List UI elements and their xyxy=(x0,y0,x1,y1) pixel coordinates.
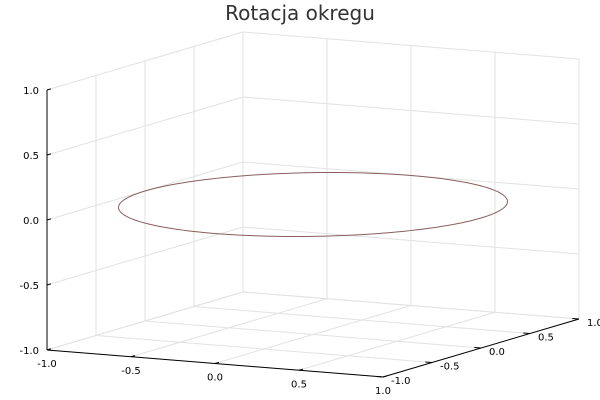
ticks-layer: -1.0-0.50.00.51.0-1.0-0.50.00.51.0-1.0-0… xyxy=(19,86,600,397)
grid-line-side-z xyxy=(46,226,244,286)
y-tick-label: 0.5 xyxy=(538,333,554,344)
grid-line-back-z xyxy=(242,31,580,60)
x-tick-label: -0.5 xyxy=(121,366,141,377)
z-tick-label: -1.0 xyxy=(19,346,39,357)
chart-title: Rotacja okregu xyxy=(225,1,375,25)
z-tick-mark xyxy=(46,153,52,156)
grid-line-side-z xyxy=(46,31,244,91)
y-tick-mark xyxy=(474,346,482,349)
x-tick-mark xyxy=(298,368,304,371)
grid-line-back-z xyxy=(242,226,580,255)
x-tick-label: 1.0 xyxy=(375,386,391,397)
z-tick-mark xyxy=(46,218,52,221)
x-tick-mark xyxy=(214,361,220,364)
z-tick-label: -0.5 xyxy=(19,281,39,292)
y-tick-mark xyxy=(425,361,433,363)
y-tick-label: 0.0 xyxy=(489,347,505,358)
x-tick-mark xyxy=(130,355,136,358)
z-tick-label: 0.5 xyxy=(23,151,39,162)
x-tick-mark xyxy=(382,375,388,378)
y-tick-label: -0.5 xyxy=(440,362,460,373)
y-tick-mark xyxy=(376,375,384,378)
z-tick-label: 0.0 xyxy=(23,216,39,227)
grid-line-back-z xyxy=(242,291,580,320)
grid-line-side-z xyxy=(46,291,244,351)
z-tick-label: 1.0 xyxy=(23,86,39,97)
grid-layer xyxy=(46,31,580,378)
grid-line-floor-y xyxy=(95,335,433,363)
y-tick-mark xyxy=(572,317,580,320)
x-tick-label: -1.0 xyxy=(37,359,57,370)
x-tick-label: 0.5 xyxy=(291,379,307,390)
grid-line-floor-y xyxy=(193,306,531,334)
grid-line-back-z xyxy=(242,96,580,125)
x-tick-label: 0.0 xyxy=(207,373,223,384)
grid-line-side-z xyxy=(46,96,244,156)
axes-layer xyxy=(46,88,580,378)
z-tick-mark xyxy=(46,88,52,91)
y-tick-label: 1.0 xyxy=(587,318,600,329)
series-circle xyxy=(118,172,508,237)
y-tick-label: -1.0 xyxy=(391,376,411,387)
z-tick-mark xyxy=(46,348,52,351)
series-layer xyxy=(118,172,508,237)
z-tick-mark xyxy=(46,283,52,286)
grid-line-floor-y xyxy=(144,320,482,349)
y-tick-mark xyxy=(523,332,531,334)
